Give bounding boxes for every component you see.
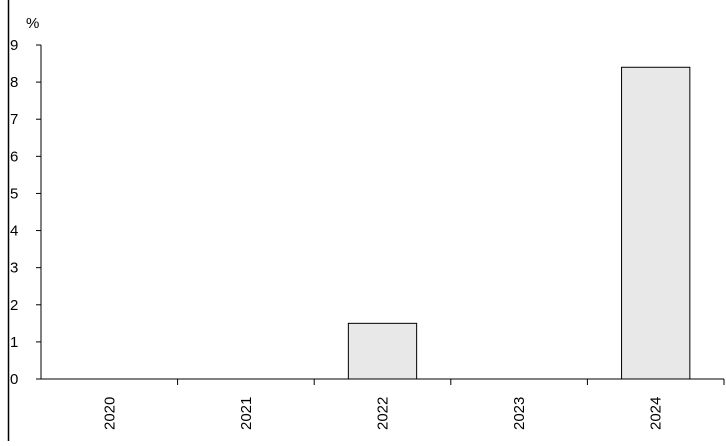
y-tick-label: 9 xyxy=(10,37,18,54)
y-tick-label: 3 xyxy=(10,260,18,277)
y-tick-label: 5 xyxy=(10,185,18,202)
x-tick-label-2020: 2020 xyxy=(101,397,118,430)
x-tick-label-2023: 2023 xyxy=(511,397,528,430)
y-tick-label: 7 xyxy=(10,111,18,128)
y-axis-ticks: 0 1 2 3 4 5 6 7 8 9 xyxy=(10,37,41,388)
y-tick-label: 1 xyxy=(10,334,18,351)
bar-2022 xyxy=(347,322,418,380)
y-tick-label: 2 xyxy=(10,297,18,314)
y-tick-label: 6 xyxy=(10,148,18,165)
y-tick-label: 0 xyxy=(10,371,18,388)
x-axis-ticks: 2020 2021 2022 2023 2024 xyxy=(101,379,725,430)
y-tick-label: 4 xyxy=(10,223,18,240)
x-tick-label-2022: 2022 xyxy=(375,397,392,430)
y-tick-label: 8 xyxy=(10,74,18,91)
x-tick-label-2021: 2021 xyxy=(238,397,255,430)
bars xyxy=(347,66,691,380)
x-tick-label-2024: 2024 xyxy=(648,397,665,430)
y-axis-unit-label: % xyxy=(26,15,39,32)
bar-2024 xyxy=(621,66,691,380)
